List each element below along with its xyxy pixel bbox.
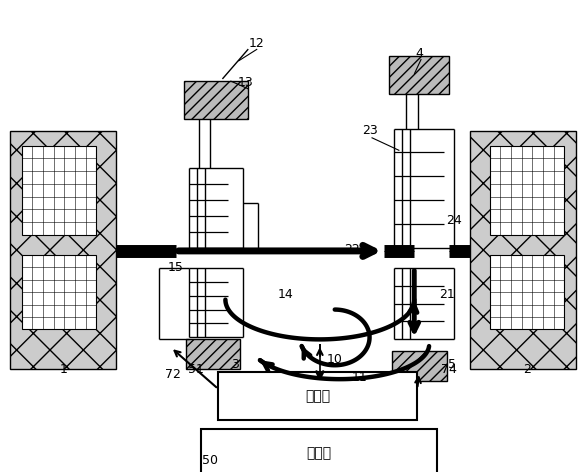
- Text: 10: 10: [327, 353, 343, 366]
- Text: 24: 24: [446, 214, 462, 227]
- Text: 2: 2: [523, 363, 530, 376]
- Bar: [186, 340, 240, 369]
- Bar: [183, 81, 248, 119]
- Text: 3: 3: [231, 358, 239, 371]
- Bar: [490, 146, 564, 235]
- Text: 12: 12: [248, 36, 264, 50]
- Text: 发动机: 发动机: [306, 446, 332, 460]
- Text: 4: 4: [415, 46, 423, 60]
- Bar: [390, 56, 449, 94]
- Bar: [10, 131, 116, 369]
- Text: 14: 14: [277, 288, 293, 301]
- Bar: [200, 429, 437, 473]
- Text: 23: 23: [362, 124, 377, 137]
- Text: 51: 51: [188, 363, 203, 376]
- Text: 11: 11: [352, 371, 367, 384]
- Bar: [22, 255, 96, 330]
- Bar: [393, 351, 447, 381]
- Text: 74: 74: [441, 363, 457, 376]
- Text: 5: 5: [448, 358, 456, 371]
- Bar: [470, 131, 576, 369]
- Bar: [490, 255, 564, 330]
- Text: 1: 1: [59, 363, 67, 376]
- Text: 21: 21: [440, 288, 455, 301]
- Text: 72: 72: [165, 368, 180, 381]
- Text: 13: 13: [237, 77, 253, 89]
- Text: 15: 15: [168, 261, 183, 274]
- Bar: [219, 372, 417, 420]
- Bar: [22, 146, 96, 235]
- Text: 联轴器: 联轴器: [305, 389, 331, 403]
- Text: 50: 50: [203, 454, 219, 467]
- Text: 22: 22: [344, 244, 360, 256]
